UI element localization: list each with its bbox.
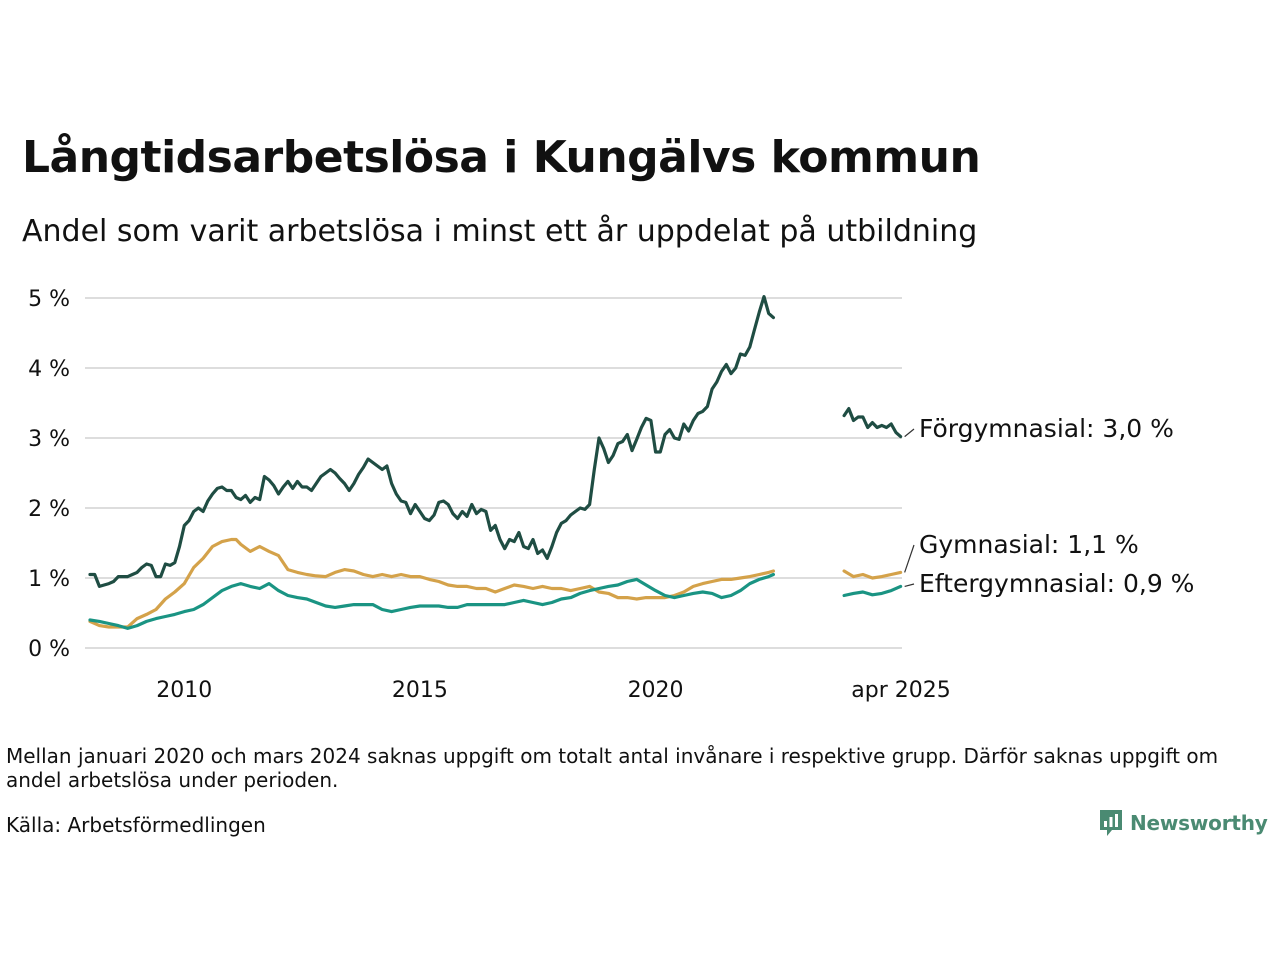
x-tick-label: apr 2025 xyxy=(851,678,950,703)
line-chart: 0 %1 %2 %3 %4 %5 % 2010 2015 2020 apr 2025 … xyxy=(28,287,1194,703)
label-leader-gymnasial xyxy=(904,544,915,573)
x-tick-label: 2020 xyxy=(628,678,684,703)
series-line-eftergymnasial-1 xyxy=(842,584,903,598)
brand-name: Newsworthy xyxy=(1130,811,1268,835)
y-tick-label: 0 % xyxy=(28,637,70,662)
footnote: Mellan januari 2020 och mars 2024 saknas… xyxy=(6,744,1219,792)
y-tick-label: 1 % xyxy=(28,567,70,592)
chart-subtitle: Andel som varit arbetslösa i minst ett å… xyxy=(22,214,978,249)
y-tick-label: 5 % xyxy=(28,287,70,312)
chart-title: Långtidsarbetslösa i Kungälvs kommun xyxy=(22,132,981,183)
series-line-eftergymnasial-0 xyxy=(88,572,775,630)
series-label-förgymnasial: Förgymnasial: 3,0 % xyxy=(919,414,1174,443)
y-tick-label: 4 % xyxy=(28,357,70,382)
y-tick-label: 3 % xyxy=(28,427,70,452)
gridlines xyxy=(85,297,902,649)
x-axis: 2010 2015 2020 apr 2025 xyxy=(156,678,950,703)
series-line-gymnasial-0 xyxy=(88,537,775,629)
newsworthy-icon xyxy=(1100,810,1122,836)
brand-logo: Newsworthy xyxy=(1098,808,1268,838)
x-tick-label: 2015 xyxy=(392,678,448,703)
series-line-gymnasial-1 xyxy=(842,569,903,580)
y-axis: 0 % 1 % 2 % 3 % 4 % 5 % xyxy=(28,287,70,662)
x-tick-label: 2010 xyxy=(156,678,212,703)
y-tick-label: 2 % xyxy=(28,497,70,522)
label-leader-förgymnasial xyxy=(904,428,915,438)
source-note: Källa: Arbetsförmedlingen xyxy=(6,813,266,837)
series-label-eftergymnasial: Eftergymnasial: 0,9 % xyxy=(919,569,1194,598)
series-lines xyxy=(88,295,903,630)
label-leader-eftergymnasial xyxy=(904,583,915,587)
series-line-förgymnasial-1 xyxy=(842,407,903,439)
series-line-förgymnasial-0 xyxy=(88,295,775,588)
end-labels: Förgymnasial: 3,0 % Gymnasial: 1,1 % Efter… xyxy=(904,414,1194,598)
series-label-gymnasial: Gymnasial: 1,1 % xyxy=(919,530,1139,559)
